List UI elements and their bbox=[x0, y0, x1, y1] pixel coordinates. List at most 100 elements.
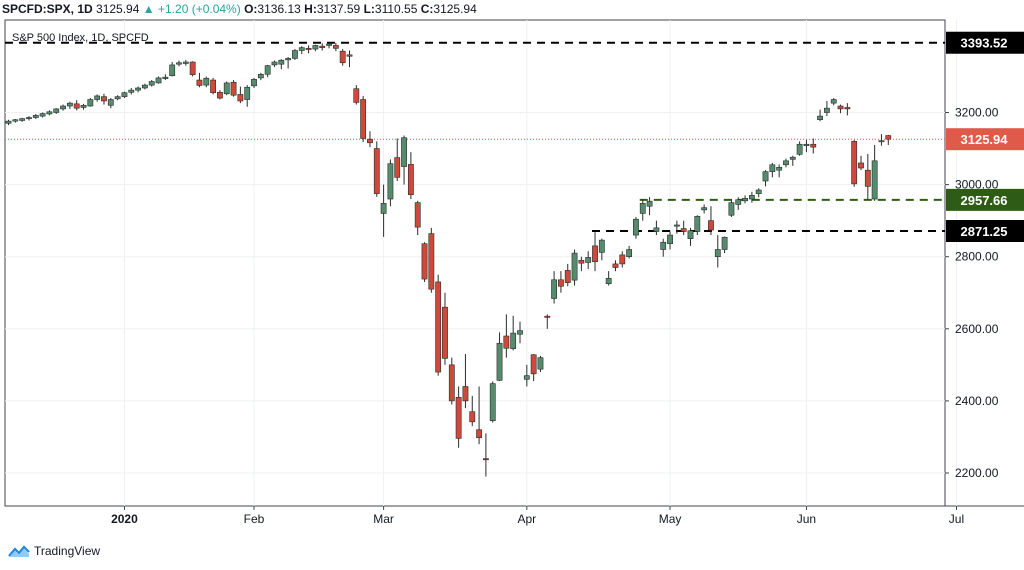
candle[interactable] bbox=[694, 215, 701, 236]
candle[interactable] bbox=[510, 315, 517, 351]
candle[interactable] bbox=[837, 104, 844, 114]
candle[interactable] bbox=[517, 321, 523, 344]
candle[interactable] bbox=[312, 44, 319, 52]
candle[interactable] bbox=[264, 64, 271, 78]
candle[interactable] bbox=[769, 162, 776, 178]
candle[interactable] bbox=[19, 117, 26, 122]
candle[interactable] bbox=[182, 59, 189, 66]
candle[interactable] bbox=[80, 103, 87, 110]
candle[interactable] bbox=[796, 141, 803, 156]
candle[interactable] bbox=[5, 119, 12, 126]
candle[interactable] bbox=[619, 251, 626, 268]
candle[interactable] bbox=[776, 164, 783, 178]
candle[interactable] bbox=[708, 206, 714, 236]
candle[interactable] bbox=[428, 227, 435, 293]
time-axis[interactable]: 2020 Feb Mar Apr May Jun Jul bbox=[111, 506, 964, 526]
candle[interactable] bbox=[748, 191, 755, 203]
candle[interactable] bbox=[482, 433, 489, 477]
candle[interactable] bbox=[251, 77, 257, 88]
candle[interactable] bbox=[721, 236, 728, 254]
candle[interactable] bbox=[114, 95, 121, 101]
candle[interactable] bbox=[469, 395, 476, 427]
candle[interactable] bbox=[646, 197, 653, 216]
candle[interactable] bbox=[135, 86, 141, 93]
candle[interactable] bbox=[210, 77, 216, 95]
candle[interactable] bbox=[653, 220, 660, 236]
candle[interactable] bbox=[639, 199, 646, 221]
candle[interactable] bbox=[32, 113, 39, 119]
candle[interactable] bbox=[762, 170, 769, 187]
candle[interactable] bbox=[605, 271, 612, 286]
candle[interactable] bbox=[244, 85, 251, 107]
candle[interactable] bbox=[810, 138, 817, 154]
candle[interactable] bbox=[871, 144, 878, 201]
candle[interactable] bbox=[442, 292, 448, 365]
candle[interactable] bbox=[353, 85, 360, 105]
candlestick-chart[interactable]: 2200.00 2400.00 2600.00 2800.00 3000.00 3200.… bbox=[0, 0, 1024, 540]
candle[interactable] bbox=[830, 98, 837, 106]
candle[interactable] bbox=[401, 135, 407, 185]
candle[interactable] bbox=[326, 42, 332, 49]
candle[interactable] bbox=[742, 195, 748, 204]
candle[interactable] bbox=[755, 188, 762, 198]
candle[interactable] bbox=[551, 271, 557, 304]
candle[interactable] bbox=[851, 139, 858, 187]
candle[interactable] bbox=[735, 197, 742, 210]
candle[interactable] bbox=[564, 263, 571, 287]
candle[interactable] bbox=[121, 91, 128, 99]
candle[interactable] bbox=[728, 199, 735, 218]
candle[interactable] bbox=[292, 49, 298, 60]
candle[interactable] bbox=[783, 158, 789, 168]
candle[interactable] bbox=[503, 314, 510, 358]
candle[interactable] bbox=[660, 238, 667, 257]
candle[interactable] bbox=[489, 381, 496, 423]
candle[interactable] bbox=[537, 355, 544, 373]
candle[interactable] bbox=[66, 101, 73, 109]
candle[interactable] bbox=[203, 76, 210, 88]
candle[interactable] bbox=[885, 134, 892, 145]
candle[interactable] bbox=[380, 184, 387, 237]
candle[interactable] bbox=[101, 93, 107, 105]
candle[interactable] bbox=[578, 256, 585, 272]
candle[interactable] bbox=[544, 314, 551, 329]
candle[interactable] bbox=[592, 232, 598, 272]
candle[interactable] bbox=[26, 116, 32, 121]
candle[interactable] bbox=[448, 357, 455, 405]
candle[interactable] bbox=[462, 354, 469, 409]
candle[interactable] bbox=[626, 245, 633, 259]
candle[interactable] bbox=[73, 100, 80, 111]
candle[interactable] bbox=[162, 74, 169, 81]
candle[interactable] bbox=[687, 227, 694, 246]
candle[interactable] bbox=[373, 141, 380, 197]
candle[interactable] bbox=[128, 87, 135, 95]
candle[interactable] bbox=[94, 94, 101, 102]
candle[interactable] bbox=[346, 50, 353, 68]
candle[interactable] bbox=[823, 100, 830, 117]
candle[interactable] bbox=[319, 43, 326, 51]
candle[interactable] bbox=[257, 72, 264, 81]
price-axis[interactable]: 2200.00 2400.00 2600.00 2800.00 3000.00 3200.… bbox=[945, 106, 999, 481]
candle[interactable] bbox=[87, 98, 94, 107]
candle[interactable] bbox=[196, 72, 203, 88]
candle[interactable] bbox=[305, 45, 312, 54]
candle[interactable] bbox=[53, 108, 60, 114]
candle[interactable] bbox=[530, 354, 537, 382]
candle[interactable] bbox=[435, 274, 442, 376]
candle[interactable] bbox=[278, 59, 285, 70]
candle[interactable] bbox=[339, 49, 346, 66]
candle[interactable] bbox=[701, 204, 708, 214]
candle[interactable] bbox=[360, 95, 367, 143]
candle[interactable] bbox=[298, 46, 305, 55]
candle[interactable] bbox=[189, 61, 196, 77]
candle[interactable] bbox=[367, 131, 373, 148]
candle[interactable] bbox=[271, 60, 278, 68]
candle[interactable] bbox=[414, 200, 421, 236]
candle[interactable] bbox=[230, 80, 237, 97]
candle[interactable] bbox=[148, 80, 155, 87]
candle[interactable] bbox=[394, 138, 401, 181]
candle[interactable] bbox=[858, 155, 864, 171]
candle[interactable] bbox=[667, 231, 673, 250]
candle[interactable] bbox=[598, 238, 605, 261]
candle[interactable] bbox=[844, 103, 851, 116]
candle[interactable] bbox=[714, 235, 721, 268]
